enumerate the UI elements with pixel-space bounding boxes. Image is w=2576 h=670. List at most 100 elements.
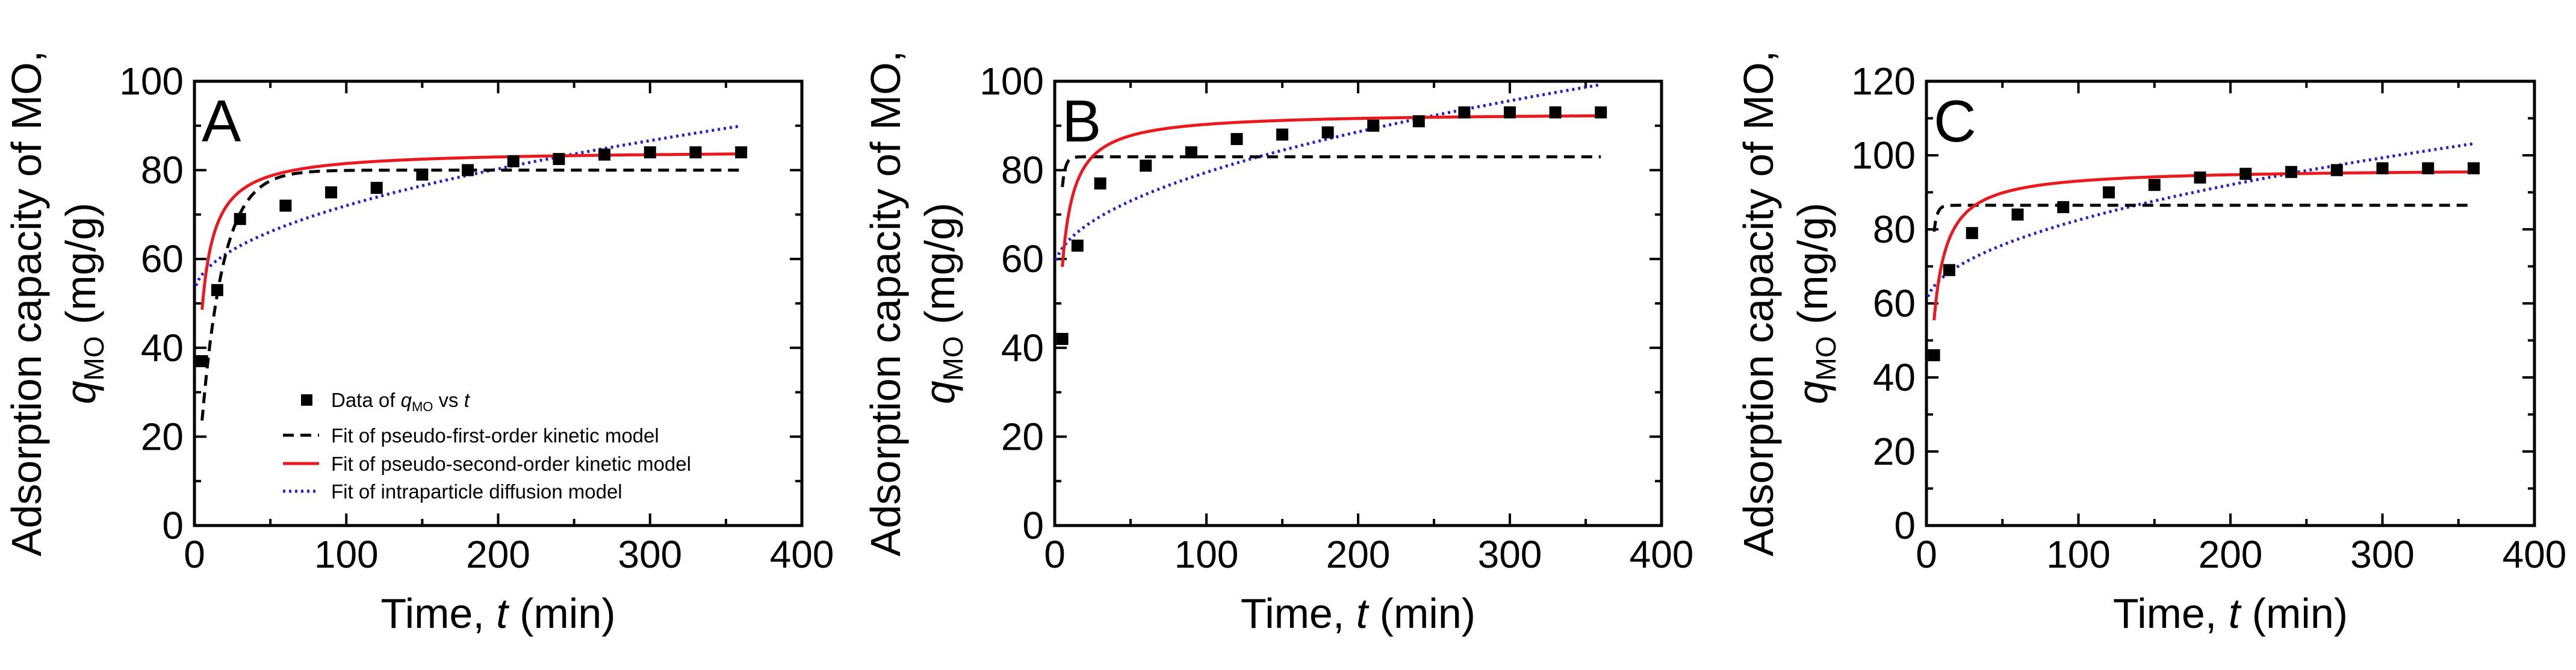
data-point <box>1140 160 1152 172</box>
data-point <box>2057 201 2070 214</box>
data-point <box>196 355 208 367</box>
y-tick-label: 80 <box>1001 149 1044 192</box>
data-point <box>598 148 611 161</box>
data-point <box>553 153 565 166</box>
data-point <box>2422 162 2435 175</box>
x-tick-label: 100 <box>2046 533 2111 576</box>
y-tick-label: 60 <box>1001 237 1044 281</box>
data-point <box>689 146 702 159</box>
y-tick-label: 100 <box>119 60 184 103</box>
legend-data-label: Data of qMO vs t <box>331 389 471 414</box>
x-tick-label: 100 <box>314 533 379 576</box>
y-tick-label: 100 <box>979 60 1044 103</box>
x-tick-label: 300 <box>1478 533 1542 576</box>
data-point <box>325 186 338 199</box>
y-tick-label: 20 <box>1001 415 1044 458</box>
y-axis-title-line1: Adsorption capacity of MO, <box>862 51 909 556</box>
fit-curves <box>1926 142 2474 321</box>
panel-letter: A <box>202 88 241 154</box>
x-tick-label: 400 <box>2503 533 2567 576</box>
ipd-fit-line <box>194 124 742 287</box>
pso-fit-line <box>1932 170 2474 321</box>
data-point <box>2330 164 2343 176</box>
y-tick-label: 100 <box>1851 134 1916 177</box>
data-point <box>211 284 223 296</box>
data-point <box>234 212 246 225</box>
data-points <box>1056 106 1607 346</box>
y-axis-title-line2: qMO (mg/g) <box>1789 203 1842 405</box>
data-point <box>2194 171 2206 184</box>
y-tick-label: 120 <box>1851 60 1916 103</box>
pfo-fit-line <box>1061 155 1601 188</box>
y-tick-label: 0 <box>1894 504 1916 547</box>
x-tick-label: 200 <box>2199 533 2263 576</box>
data-point <box>1549 106 1562 119</box>
ipd-fit-line <box>1055 83 1601 261</box>
x-tick-label: 400 <box>1630 533 1694 576</box>
data-points <box>1928 162 2480 362</box>
x-tick-label: 0 <box>1044 533 1066 576</box>
data-point <box>2285 166 2297 178</box>
y-tick-label: 0 <box>1022 504 1044 547</box>
y-tick-label: 40 <box>1873 356 1916 399</box>
data-point <box>2148 179 2161 191</box>
ipd-fit-line <box>1926 142 2474 297</box>
data-point <box>507 155 520 167</box>
legend-pso-label: Fit of pseudo-second-order kinetic model <box>331 453 691 475</box>
y-axis-title-line2: qMO (mg/g) <box>916 203 969 405</box>
x-axis-title: Time, t (min) <box>380 590 615 637</box>
panel-letter: C <box>1934 88 1976 154</box>
y-axis-title-line1: Adsorption capacity of MO, <box>1735 51 1782 556</box>
data-point <box>1185 146 1197 159</box>
data-point <box>2376 162 2389 175</box>
y-tick-label: 0 <box>162 504 184 547</box>
data-point <box>1094 177 1106 190</box>
y-axis-title-line2: qMO (mg/g) <box>57 203 110 405</box>
data-point <box>2103 186 2115 199</box>
data-point <box>1943 264 1955 276</box>
data-point <box>1231 132 1243 145</box>
fit-curves <box>1055 83 1601 267</box>
x-tick-label: 200 <box>1326 533 1391 576</box>
data-point <box>1321 126 1334 138</box>
x-tick-label: 0 <box>1916 533 1937 576</box>
panel-c: 0 100 200 300 400 0 20 40 60 80 100 120 Time, t (min… <box>1735 51 2566 637</box>
x-axis-title: Time, t (min) <box>1241 590 1476 637</box>
data-point <box>2011 208 2024 221</box>
data-point <box>1928 349 1940 362</box>
x-tick-label: 400 <box>770 533 834 576</box>
y-tick-label: 60 <box>1873 282 1916 325</box>
data-point <box>279 199 292 212</box>
legend-data-marker <box>301 394 312 406</box>
plot-frame <box>1925 79 2536 527</box>
data-point <box>416 168 429 181</box>
data-point <box>462 164 474 176</box>
data-point <box>1504 106 1516 119</box>
data-point <box>2239 167 2252 180</box>
data-point <box>1966 227 1978 240</box>
y-tick-label: 40 <box>141 326 184 370</box>
data-point <box>1276 128 1288 141</box>
data-point <box>1412 115 1425 128</box>
data-point <box>644 146 656 159</box>
x-tick-label: 0 <box>184 533 205 576</box>
panel-letter: B <box>1062 88 1101 154</box>
x-axis-title: Time, t (min) <box>2113 590 2348 637</box>
data-points <box>196 146 748 367</box>
data-point <box>1458 106 1471 119</box>
y-axis-title-line1: Adsorption capacity of MO, <box>3 51 50 556</box>
x-tick-label: 200 <box>466 533 530 576</box>
data-point <box>1056 333 1069 346</box>
data-point <box>1595 106 1607 119</box>
pfo-fit-line <box>1932 203 2474 232</box>
data-point <box>2468 162 2480 175</box>
plot-frame <box>1053 79 1663 527</box>
data-point <box>1367 119 1380 132</box>
data-point <box>1071 240 1084 252</box>
legend-pfo-label: Fit of pseudo-first-order kinetic model <box>331 424 659 447</box>
y-tick-label: 20 <box>141 415 184 458</box>
y-tick-label: 20 <box>1873 430 1916 473</box>
